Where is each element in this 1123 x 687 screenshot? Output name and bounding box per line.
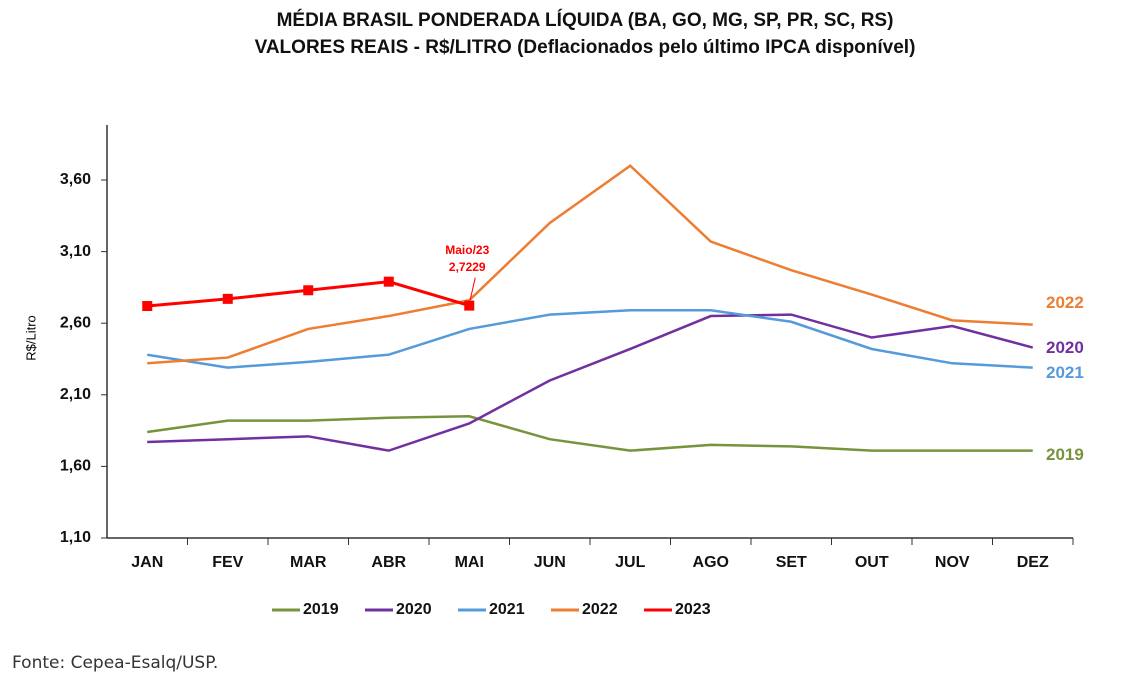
point-marker [142, 301, 153, 312]
legend-label: 2022 [582, 601, 618, 618]
x-tick-label: AGO [693, 554, 729, 571]
point-marker [383, 276, 394, 287]
x-tick-label: JAN [131, 554, 163, 571]
line-series [147, 415, 1033, 452]
series-end-label: 2022 [1046, 293, 1084, 312]
x-tick-label: MAI [455, 554, 484, 571]
x-tick-label: JUN [534, 554, 566, 571]
legend-label: 2020 [396, 601, 432, 618]
y-tick-label: 2,60 [60, 314, 91, 331]
line-series [147, 309, 1033, 369]
series-end-label: 2021 [1046, 363, 1084, 382]
annotation: Maio/23 [445, 243, 489, 257]
y-tick-label: 3,10 [60, 243, 91, 260]
y-axis-label: R$/Litro [23, 315, 38, 361]
series-end-label: 2020 [1046, 338, 1084, 357]
point-marker [303, 285, 314, 296]
x-tick-label: FEV [212, 554, 243, 571]
y-tick-label: 3,60 [60, 171, 91, 188]
x-tick-label: NOV [935, 554, 970, 571]
x-tick-label: JUL [615, 554, 645, 571]
line-series [147, 164, 1033, 365]
chart-title: MÉDIA BRASIL PONDERADA LÍQUIDA (BA, GO, … [277, 9, 894, 31]
point-marker [464, 300, 475, 311]
x-tick-label: SET [776, 554, 807, 571]
chart-subtitle: VALORES REAIS - R$/LITRO (Deflacionados … [255, 37, 916, 58]
line-series [147, 313, 1034, 452]
point-marker [222, 293, 233, 304]
legend-label: 2019 [303, 601, 339, 618]
y-tick-label: 1,10 [60, 529, 91, 546]
source: Fonte: Cepea-Esalq/USP. [12, 653, 218, 673]
series-end-label: 2019 [1046, 445, 1084, 464]
x-tick-label: MAR [290, 554, 327, 571]
x-tick-label: OUT [855, 554, 889, 571]
x-tick-label: DEZ [1017, 554, 1049, 571]
legend-label: 2021 [489, 601, 525, 618]
legend-label: 2023 [675, 601, 711, 618]
annotation-arrow [469, 277, 476, 300]
data-label: 2,7229 [449, 260, 486, 274]
y-tick-label: 1,60 [60, 458, 91, 475]
y-tick-label: 2,10 [60, 386, 91, 403]
x-tick-label: ABR [371, 554, 406, 571]
